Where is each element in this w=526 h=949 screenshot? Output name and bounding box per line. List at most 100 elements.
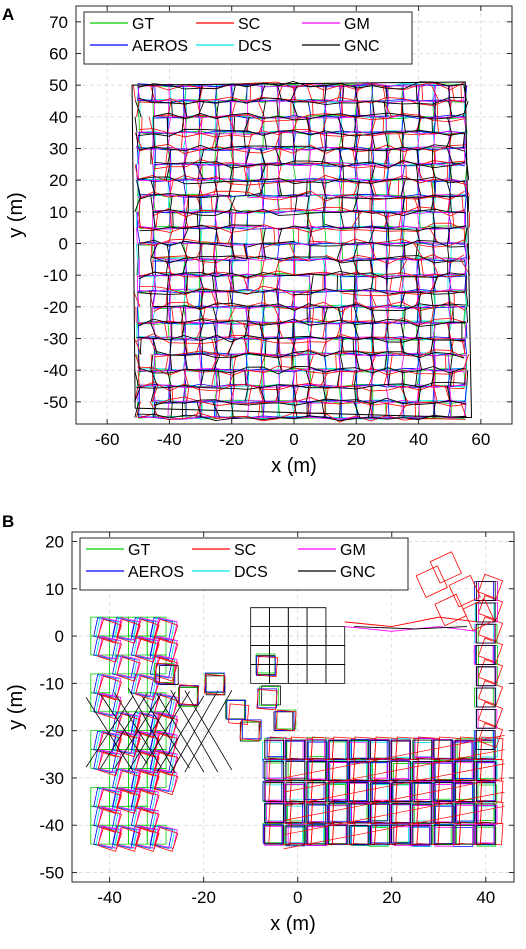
trajectory-gm bbox=[456, 805, 476, 825]
trajectory-gnc bbox=[150, 85, 158, 418]
trajectory-gnc bbox=[264, 739, 284, 760]
trajectory-sc bbox=[478, 616, 504, 642]
trajectory-sc bbox=[116, 618, 141, 644]
trajectory-gt bbox=[177, 687, 198, 707]
trajectory-sc bbox=[153, 751, 179, 777]
trajectory-gm bbox=[283, 740, 304, 760]
trajectory-gnc bbox=[391, 782, 411, 802]
trajectory-gm bbox=[390, 804, 411, 825]
y-tick-label: -20 bbox=[43, 298, 68, 317]
y-tick-label: -30 bbox=[39, 769, 64, 788]
trajectory-gm bbox=[432, 761, 453, 782]
y-tick-label: -10 bbox=[43, 266, 68, 285]
trajectory-sc bbox=[97, 808, 122, 833]
trajectory-aeros bbox=[112, 787, 136, 811]
trajectory-gnc bbox=[352, 85, 361, 418]
y-tick-label: 50 bbox=[49, 76, 68, 95]
trajectory-gnc bbox=[274, 85, 283, 402]
trajectory-gt bbox=[146, 692, 167, 713]
trajectory-gm bbox=[167, 85, 172, 418]
trajectory-gnc bbox=[154, 160, 465, 169]
trajectory-gnc bbox=[412, 824, 433, 845]
trajectory-sc bbox=[133, 85, 143, 418]
trajectory-sc bbox=[139, 128, 465, 138]
trajectory-gm bbox=[138, 130, 465, 135]
trajectory-gnc bbox=[243, 116, 251, 402]
trajectory-gnc bbox=[85, 695, 134, 768]
trajectory-gnc bbox=[290, 84, 299, 418]
x-tick-label: 60 bbox=[471, 430, 490, 449]
y-tick-label: -40 bbox=[39, 816, 64, 835]
y-tick-label: -40 bbox=[43, 361, 68, 380]
trajectory-sc bbox=[153, 618, 179, 644]
trajectory-sc bbox=[97, 675, 122, 701]
trajectory-gm bbox=[453, 740, 474, 761]
legend-label: AEROS bbox=[132, 38, 188, 55]
trajectory-gnc bbox=[212, 100, 221, 418]
trajectory-gm bbox=[135, 768, 159, 793]
trajectory-gnc bbox=[142, 696, 190, 769]
legend-label: DCS bbox=[234, 564, 268, 581]
trajectory-gnc bbox=[264, 803, 284, 824]
y-tick-label: 70 bbox=[49, 13, 68, 32]
trajectory-dcs bbox=[95, 730, 119, 755]
trajectory-gnc bbox=[285, 803, 306, 824]
trajectory-gm bbox=[135, 749, 159, 774]
trajectory-gnc bbox=[391, 760, 411, 781]
trajectory-gnc bbox=[170, 690, 219, 773]
trajectory-sc bbox=[97, 827, 122, 852]
trajectory-aeros bbox=[256, 656, 276, 677]
trajectory-sc bbox=[97, 618, 122, 644]
trajectory-gm bbox=[135, 674, 159, 698]
trajectory-sc bbox=[283, 763, 505, 807]
trajectory-aeros bbox=[226, 700, 247, 720]
trajectory-gnc bbox=[430, 100, 439, 418]
trajectory-gnc bbox=[285, 739, 306, 760]
trajectory-sc bbox=[460, 85, 471, 418]
trajectory-gm bbox=[116, 711, 141, 736]
trajectory-gnc-boundary bbox=[131, 81, 473, 419]
trajectory-aeros bbox=[93, 692, 117, 717]
trajectory-dcs bbox=[95, 617, 119, 641]
trajectory-gnc bbox=[137, 96, 465, 106]
trajectory-gm bbox=[135, 617, 159, 641]
trajectory-sc bbox=[116, 770, 141, 796]
trajectory-gnc bbox=[128, 688, 176, 774]
trajectory-sc bbox=[135, 808, 160, 833]
trajectory-gm bbox=[98, 636, 122, 660]
trajectory-gnc bbox=[433, 782, 454, 802]
trajectory-gt bbox=[146, 616, 167, 637]
x-tick-label: 20 bbox=[382, 888, 401, 907]
trajectory-gnc bbox=[370, 760, 390, 781]
trajectory-gnc bbox=[433, 824, 454, 845]
trajectory-gm bbox=[263, 825, 284, 846]
legend-label: GM bbox=[340, 542, 366, 559]
x-tick-label: 0 bbox=[293, 888, 302, 907]
trajectory-sc bbox=[138, 81, 466, 91]
trajectory-dcs bbox=[349, 740, 370, 761]
trajectory-aeros bbox=[413, 782, 434, 803]
trajectory-gm bbox=[154, 749, 178, 774]
y-axis-label: y (m) bbox=[5, 684, 27, 730]
y-tick-label: 10 bbox=[49, 203, 68, 222]
trajectory-gnc bbox=[370, 824, 390, 845]
trajectory-sc bbox=[257, 100, 268, 418]
trajectory-gnc bbox=[325, 626, 346, 646]
trajectory-sc bbox=[153, 770, 179, 796]
trajectory-sc bbox=[275, 709, 297, 732]
trajectory-gm bbox=[348, 782, 369, 803]
trajectory-gnc bbox=[412, 739, 433, 760]
x-tick-label: 40 bbox=[409, 430, 428, 449]
trajectory-gnc bbox=[285, 824, 306, 845]
trajectory-sc bbox=[116, 732, 141, 758]
trajectory-dcs bbox=[95, 636, 119, 660]
trajectory-gnc bbox=[165, 100, 174, 418]
y-tick-label: -50 bbox=[43, 393, 68, 412]
trajectory-gm bbox=[432, 85, 437, 418]
trajectory-gnc bbox=[138, 270, 465, 280]
trajectory-gm bbox=[390, 740, 411, 761]
axes-frame bbox=[71, 531, 515, 883]
trajectory-gm bbox=[98, 787, 122, 811]
trajectory-sc bbox=[368, 116, 377, 418]
